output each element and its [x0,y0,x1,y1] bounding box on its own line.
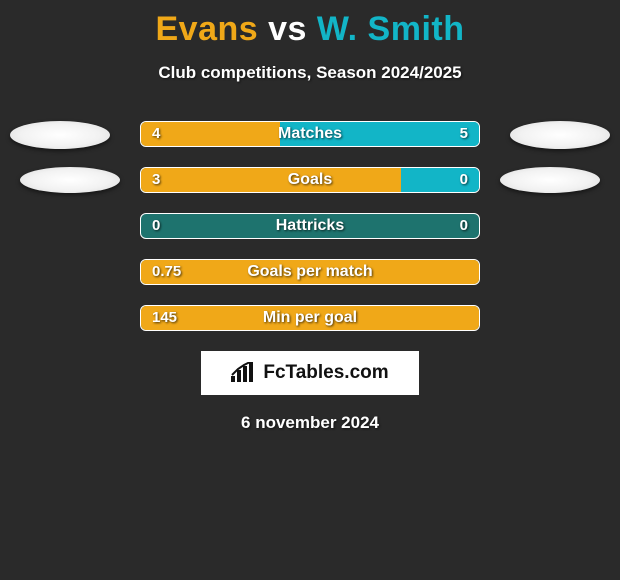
value-right: 5 [460,121,468,147]
player2-name: W. Smith [317,10,465,48]
value-left: 145 [152,305,177,331]
vs-label: vs [268,10,307,48]
value-left: 0.75 [152,259,181,285]
metric-row: 3 0 Goals [0,167,620,193]
bar-left [141,122,280,146]
comparison-infographic: Evans vs W. Smith Club competitions, Sea… [0,0,620,580]
page-title: Evans vs W. Smith [0,0,620,49]
bar-right [280,122,479,146]
bar-track [140,259,480,285]
subtitle: Club competitions, Season 2024/2025 [0,63,620,83]
value-left: 3 [152,167,160,193]
bar-left [141,306,479,330]
bar-left [141,260,479,284]
metric-row: 0.75 Goals per match [0,259,620,285]
player1-name: Evans [156,10,259,48]
branding-text: FcTables.com [263,362,388,384]
bar-left [141,168,401,192]
value-right: 0 [460,213,468,239]
date-label: 6 november 2024 [0,413,620,433]
bar-track [140,213,480,239]
branding: FcTables.com [201,351,419,395]
bar-track [140,305,480,331]
metric-row: 4 5 Matches [0,121,620,147]
chart-area: 4 5 Matches 3 0 Goals 0 0 Hattricks [0,121,620,331]
value-left: 4 [152,121,160,147]
bar-track [140,121,480,147]
metric-row: 0 0 Hattricks [0,213,620,239]
value-left: 0 [152,213,160,239]
bar-track [140,167,480,193]
metric-row: 145 Min per goal [0,305,620,331]
bar-chart-icon [231,362,257,384]
value-right: 0 [460,167,468,193]
